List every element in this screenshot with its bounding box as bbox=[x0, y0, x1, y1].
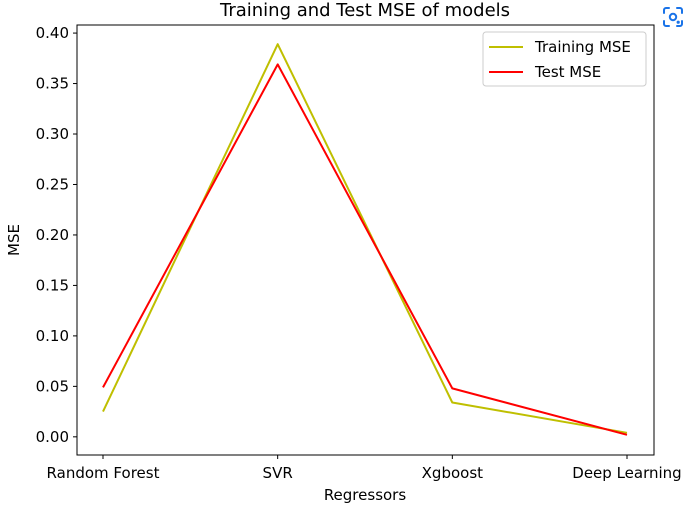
y-tick-label: 0.35 bbox=[36, 75, 69, 93]
series-line-1 bbox=[102, 63, 628, 436]
chart-title: Training and Test MSE of models bbox=[219, 0, 510, 21]
legend: Training MSE Test MSE bbox=[482, 31, 647, 87]
series-line-0 bbox=[102, 43, 628, 434]
y-tick-label: 0.25 bbox=[36, 175, 69, 193]
series-layer bbox=[102, 43, 628, 436]
visual-search-button[interactable] bbox=[656, 2, 690, 32]
y-tick-label: 0.30 bbox=[36, 125, 69, 143]
x-axis-label: Regressors bbox=[324, 486, 407, 504]
y-axis: 0.00 0.05 0.10 0.15 0.20 0.25 0.30 0.35 0.40 bbox=[36, 24, 77, 446]
y-tick-label: 0.00 bbox=[36, 428, 69, 446]
y-tick-label: 0.20 bbox=[36, 226, 69, 244]
plot-area bbox=[76, 24, 655, 456]
x-tick-label: Deep Learning bbox=[572, 464, 681, 482]
x-tick-label: Random Forest bbox=[47, 464, 160, 482]
x-tick-label: SVR bbox=[263, 464, 293, 482]
y-axis-label: MSE bbox=[5, 224, 23, 256]
y-tick-label: 0.05 bbox=[36, 377, 69, 395]
visual-search-icon bbox=[663, 7, 683, 27]
legend-label: Training MSE bbox=[534, 38, 631, 56]
x-axis: Random Forest SVR Xgboost Deep Learning bbox=[47, 455, 682, 482]
legend-label: Test MSE bbox=[534, 63, 601, 81]
y-tick-label: 0.15 bbox=[36, 276, 69, 294]
legend-box bbox=[482, 31, 647, 87]
y-tick-label: 0.10 bbox=[36, 327, 69, 345]
x-tick-label: Xgboost bbox=[422, 464, 483, 482]
y-tick-label: 0.40 bbox=[36, 24, 69, 42]
